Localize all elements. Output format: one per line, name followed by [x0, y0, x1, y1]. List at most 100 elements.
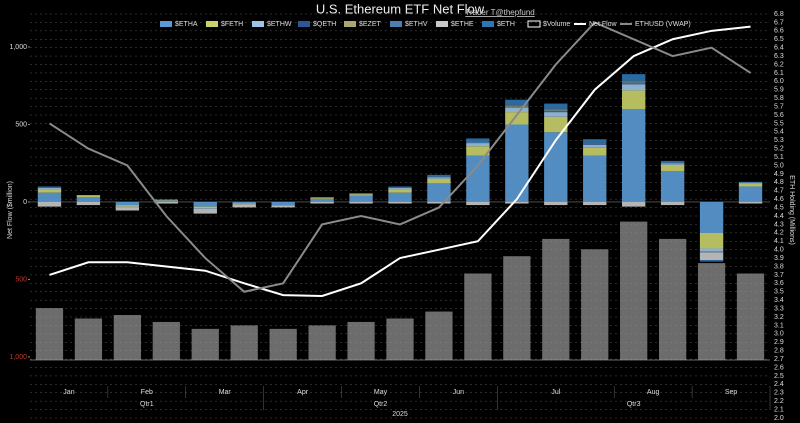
- y2-tick-label: 3.5: [774, 289, 784, 296]
- flow-bar: [699, 251, 724, 253]
- y2-tick-label: 4.2: [774, 230, 784, 237]
- flow-bar: [505, 124, 529, 202]
- flow-bar: [115, 207, 140, 211]
- volume-bar: [425, 311, 453, 360]
- flow-bar: [427, 177, 451, 179]
- y2-tick-label: 5.6: [774, 112, 784, 119]
- flow-bar: [738, 182, 763, 184]
- flow-bar: [271, 205, 295, 208]
- y2-tick-label: 3.6: [774, 280, 784, 287]
- y2-tick-label: 2.4: [774, 381, 784, 388]
- y2-tick-label: 6.5: [774, 36, 784, 43]
- legend-label: $Volume: [543, 21, 570, 28]
- y2-tick-label: 3.3: [774, 305, 784, 312]
- months-label: Mar: [219, 389, 232, 396]
- y2-tick-label: 6.4: [774, 45, 784, 52]
- legend-label: $ETHE: [451, 21, 474, 28]
- y2-tick-label: 5.1: [774, 154, 784, 161]
- y2-tick-label: 3.2: [774, 314, 784, 321]
- y2-tick-label: 3.9: [774, 255, 784, 262]
- flow-bar: [660, 170, 685, 202]
- volume-bar: [347, 321, 375, 360]
- flow-bar: [76, 197, 101, 202]
- y2-tick-label: 5.7: [774, 103, 784, 110]
- flow-bar: [193, 208, 217, 209]
- y2-tick-label: 4.6: [774, 196, 784, 203]
- y2-tick-label: 6.0: [774, 78, 784, 85]
- y2-tick-label: 4.3: [774, 221, 784, 228]
- y2-tick-label: 4.7: [774, 188, 784, 195]
- volume-bar: [503, 256, 531, 360]
- flow-bar: [622, 83, 646, 85]
- y2-tick-label: 2.8: [774, 348, 784, 355]
- series-line: [49, 25, 751, 297]
- y2-tick-label: 3.1: [774, 322, 784, 329]
- flow-bar: [427, 178, 451, 184]
- y2-tick-label: 5.8: [774, 95, 784, 102]
- quarters-label: Qtr2: [374, 401, 388, 408]
- flow-bar: [583, 139, 607, 143]
- flow-bar: [193, 206, 217, 209]
- legend-label: $ETH: [497, 21, 515, 28]
- y2-tick-label: 5.9: [774, 87, 784, 94]
- flow-bar: [544, 132, 568, 202]
- flow-bar: [37, 189, 62, 193]
- flow-bar: [699, 201, 724, 233]
- flow-bar: [622, 90, 646, 109]
- flow-bar: [583, 144, 607, 148]
- volume-bar: [386, 318, 414, 360]
- legend-label: Net Flow: [589, 21, 618, 28]
- flow-bar: [388, 186, 412, 188]
- legend-swatch: [527, 20, 541, 28]
- legend-swatch: [482, 21, 494, 27]
- quarters-label: Qtr3: [627, 401, 641, 408]
- legend-label: ETHUSD (VWAP): [635, 21, 691, 28]
- flow-bar: [466, 155, 490, 202]
- y-axis-title: Net Flow ($million): [7, 181, 14, 239]
- y2-tick-label: 2.7: [774, 356, 784, 363]
- flow-bar: [544, 201, 568, 206]
- flow-bar: [37, 186, 62, 188]
- y2-tick-label: 6.1: [774, 70, 784, 77]
- flow-bar: [349, 194, 373, 196]
- legend-label: $ETHV: [405, 21, 428, 28]
- y2-tick-label: 3.4: [774, 297, 784, 304]
- flow-bar: [388, 201, 412, 204]
- flow-bar: [622, 80, 646, 83]
- flow-bar: [583, 143, 607, 145]
- flow-bar: [271, 201, 295, 206]
- flow-bar: [660, 162, 685, 164]
- series-line: [48, 21, 752, 293]
- y2-tick-label: 3.7: [774, 272, 784, 279]
- flow-bar: [738, 201, 763, 204]
- flow-bar: [544, 103, 568, 109]
- flow-bar: [699, 260, 724, 262]
- y2-axis-title: ETH Holding (Millions): [788, 175, 795, 245]
- y2-tick-label: 2.5: [774, 373, 784, 380]
- y2-tick-label: 3.0: [774, 331, 784, 338]
- flow-bar: [115, 206, 140, 208]
- y2-tick-label: 2.0: [774, 415, 784, 422]
- volume-bar: [659, 238, 687, 360]
- flow-bar: [505, 104, 529, 106]
- y2-tick-label: 2.1: [774, 406, 784, 413]
- y2-tick-label: 4.5: [774, 204, 784, 211]
- legend-label: $ETHA: [175, 21, 198, 28]
- flow-bar: [699, 232, 724, 249]
- flow-bar: [37, 188, 62, 190]
- flow-bar: [115, 205, 140, 207]
- flow-bar: [505, 201, 529, 204]
- y2-tick-label: 4.4: [774, 213, 784, 220]
- flow-bar: [544, 110, 568, 112]
- flow-bar: [349, 201, 373, 204]
- flow-bar: [115, 201, 140, 206]
- chart-subtitle: Trader T@thepfund: [465, 8, 535, 17]
- legend-swatch: [298, 21, 310, 27]
- flow-bar: [427, 174, 451, 177]
- flow-bar: [505, 105, 529, 107]
- y2-tick-label: 5.5: [774, 120, 784, 127]
- y2-tick-label: 3.8: [774, 263, 784, 270]
- months-label: Aug: [647, 389, 660, 396]
- flow-bar: [505, 106, 529, 108]
